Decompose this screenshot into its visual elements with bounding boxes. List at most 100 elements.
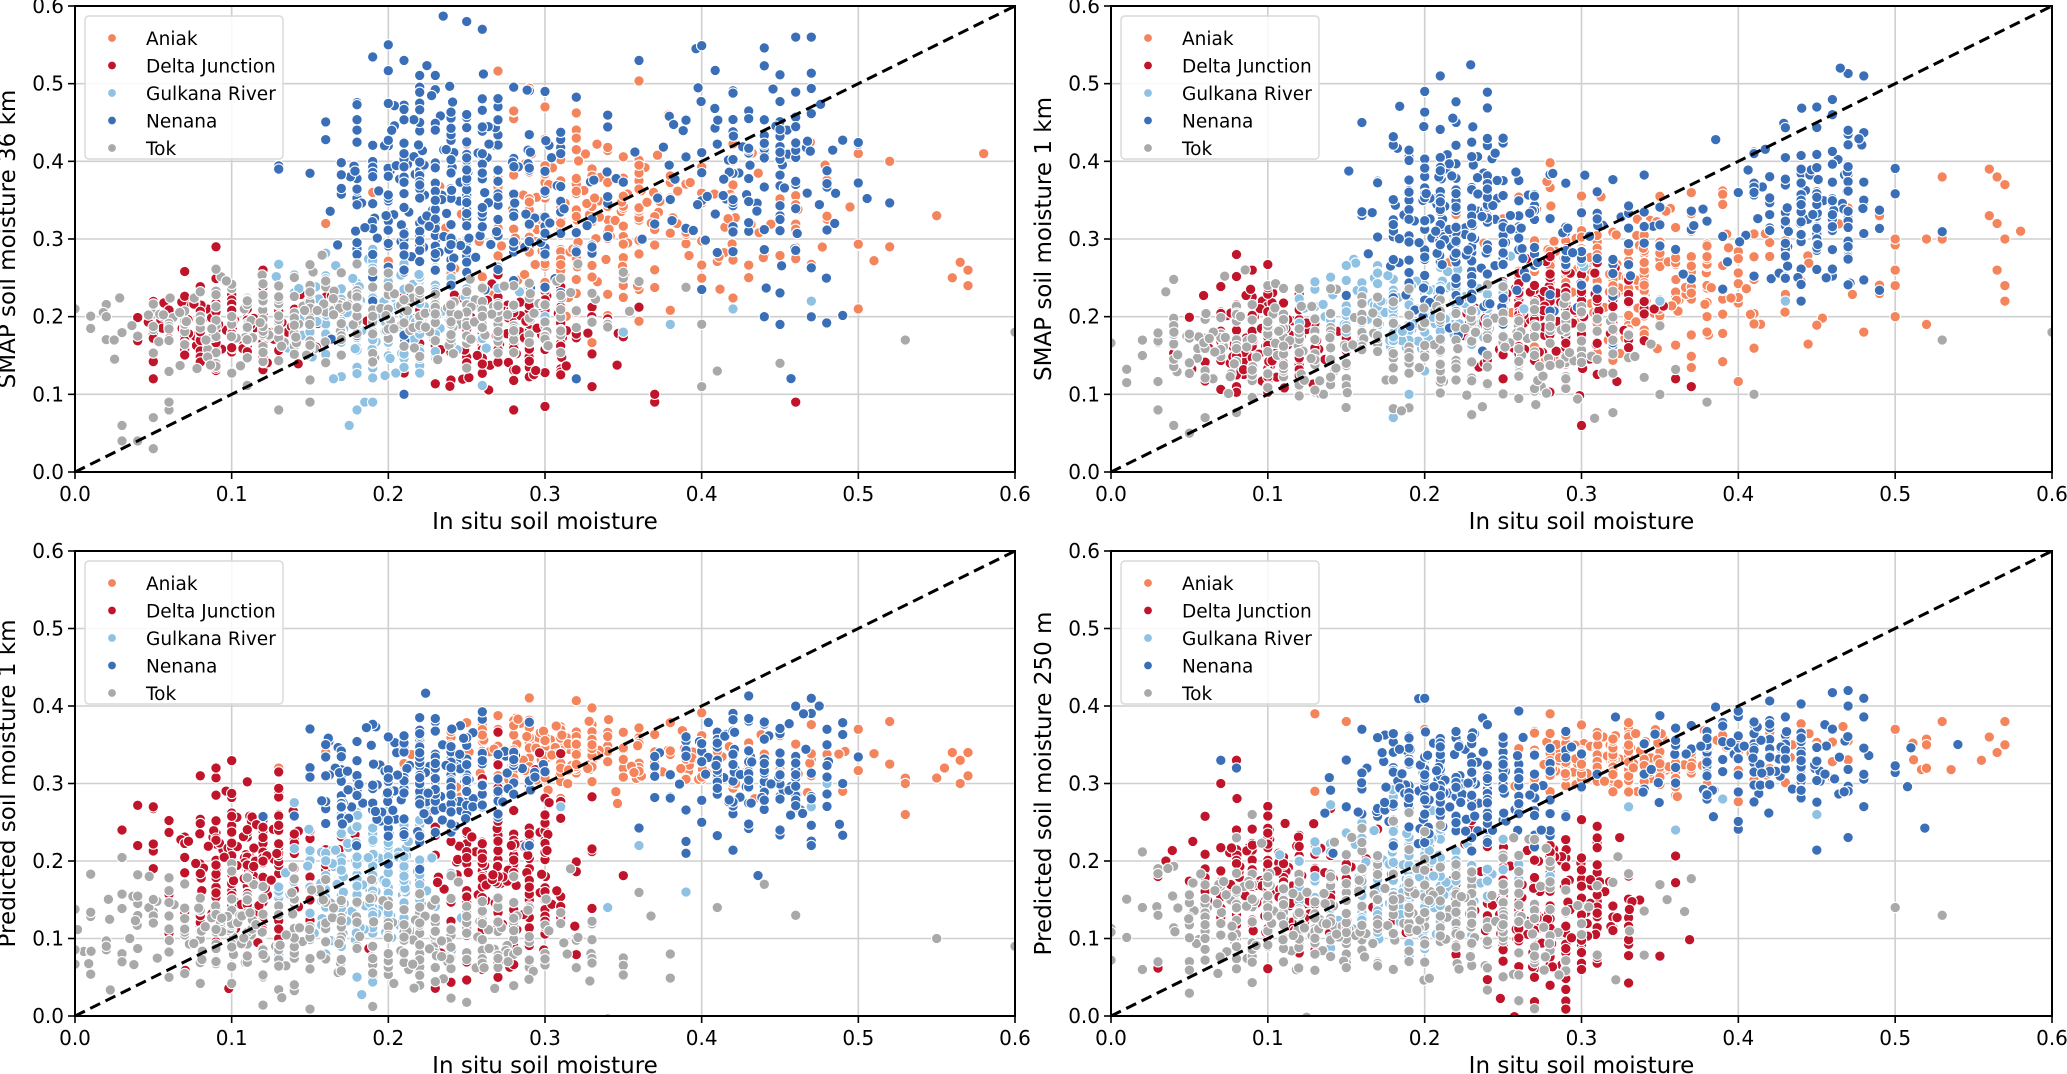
data-point bbox=[1889, 264, 1901, 276]
data-point bbox=[142, 309, 155, 321]
legend-label: Gulkana River bbox=[1182, 84, 1312, 105]
data-point bbox=[539, 248, 551, 260]
data-point bbox=[454, 239, 467, 252]
legend-label: Nenana bbox=[146, 112, 217, 133]
data-point bbox=[178, 349, 191, 361]
data-point bbox=[586, 843, 598, 855]
data-point bbox=[1936, 171, 1948, 183]
data-point bbox=[1624, 270, 1637, 282]
data-point bbox=[1638, 308, 1650, 320]
data-point bbox=[695, 259, 708, 271]
data-point bbox=[1638, 256, 1650, 269]
data-point bbox=[460, 152, 473, 164]
data-point bbox=[163, 396, 175, 408]
data-point bbox=[1417, 282, 1430, 294]
data-point bbox=[844, 201, 856, 213]
data-point bbox=[272, 838, 285, 850]
data-point bbox=[445, 238, 457, 251]
data-point bbox=[1560, 337, 1572, 349]
legend-label: Delta Junction bbox=[146, 57, 276, 78]
data-point bbox=[1716, 327, 1729, 340]
data-point bbox=[460, 891, 473, 903]
data-point bbox=[758, 114, 771, 126]
data-point bbox=[1434, 164, 1447, 177]
data-point bbox=[1497, 315, 1509, 328]
data-point bbox=[774, 123, 786, 136]
series-tok bbox=[75, 249, 1015, 455]
data-point bbox=[382, 170, 395, 183]
data-point bbox=[586, 791, 598, 803]
data-point bbox=[774, 318, 786, 331]
data-point bbox=[664, 318, 677, 331]
data-point bbox=[633, 75, 645, 87]
data-point bbox=[1183, 311, 1196, 324]
legend-marker-icon bbox=[107, 88, 117, 98]
data-point bbox=[570, 373, 583, 385]
data-point bbox=[476, 729, 489, 741]
data-point bbox=[1269, 302, 1281, 314]
data-point bbox=[1936, 334, 1948, 346]
data-point bbox=[1591, 325, 1603, 337]
data-point bbox=[1795, 149, 1807, 162]
data-point bbox=[304, 907, 316, 919]
data-point bbox=[1465, 408, 1478, 421]
data-point bbox=[319, 217, 332, 230]
data-point bbox=[413, 86, 426, 99]
data-point bbox=[727, 193, 739, 206]
data-point bbox=[163, 334, 175, 347]
data-point bbox=[1889, 188, 1901, 200]
y-tick-label: 0.1 bbox=[1068, 382, 1100, 406]
data-point bbox=[789, 396, 802, 408]
data-point bbox=[1277, 340, 1290, 352]
data-point bbox=[1842, 185, 1854, 197]
legend-entry: Tok bbox=[107, 139, 176, 160]
data-point bbox=[1705, 281, 1718, 294]
data-point bbox=[398, 103, 410, 116]
data-point bbox=[382, 97, 395, 110]
data-point bbox=[821, 177, 833, 190]
data-point bbox=[671, 185, 684, 197]
data-point bbox=[347, 272, 359, 285]
data-point bbox=[523, 196, 536, 208]
data-point bbox=[1858, 70, 1870, 82]
data-point bbox=[210, 887, 222, 899]
data-point bbox=[366, 248, 379, 261]
data-point bbox=[1858, 326, 1870, 338]
data-point bbox=[1889, 162, 1901, 175]
data-point bbox=[539, 734, 551, 747]
data-point bbox=[695, 380, 708, 393]
data-point bbox=[490, 225, 503, 238]
data-point bbox=[476, 147, 489, 160]
data-point bbox=[727, 130, 740, 142]
data-point bbox=[617, 266, 630, 279]
data-point bbox=[1528, 190, 1541, 202]
data-point bbox=[163, 814, 175, 827]
data-point bbox=[789, 202, 802, 215]
data-point bbox=[1317, 298, 1329, 311]
data-point bbox=[398, 137, 410, 149]
x-tick-label: 0.1 bbox=[216, 482, 248, 506]
data-point bbox=[680, 237, 692, 250]
data-point bbox=[241, 352, 254, 364]
data-point bbox=[833, 748, 845, 760]
data-point bbox=[1487, 199, 1499, 212]
data-point bbox=[1403, 266, 1415, 279]
data-point bbox=[588, 192, 601, 204]
data-point bbox=[210, 300, 222, 313]
data-point bbox=[962, 770, 974, 782]
data-point bbox=[476, 23, 489, 36]
data-point bbox=[1497, 247, 1509, 259]
data-point bbox=[1239, 264, 1251, 276]
data-point bbox=[1853, 133, 1865, 145]
data-point bbox=[727, 87, 739, 99]
data-point bbox=[586, 287, 598, 300]
data-point bbox=[1732, 252, 1745, 265]
data-point bbox=[586, 259, 598, 272]
data-point bbox=[1136, 349, 1149, 362]
data-point bbox=[1152, 404, 1164, 416]
data-point bbox=[537, 725, 550, 737]
data-point bbox=[1528, 279, 1541, 292]
data-point bbox=[1403, 186, 1415, 198]
data-point bbox=[1491, 174, 1503, 187]
